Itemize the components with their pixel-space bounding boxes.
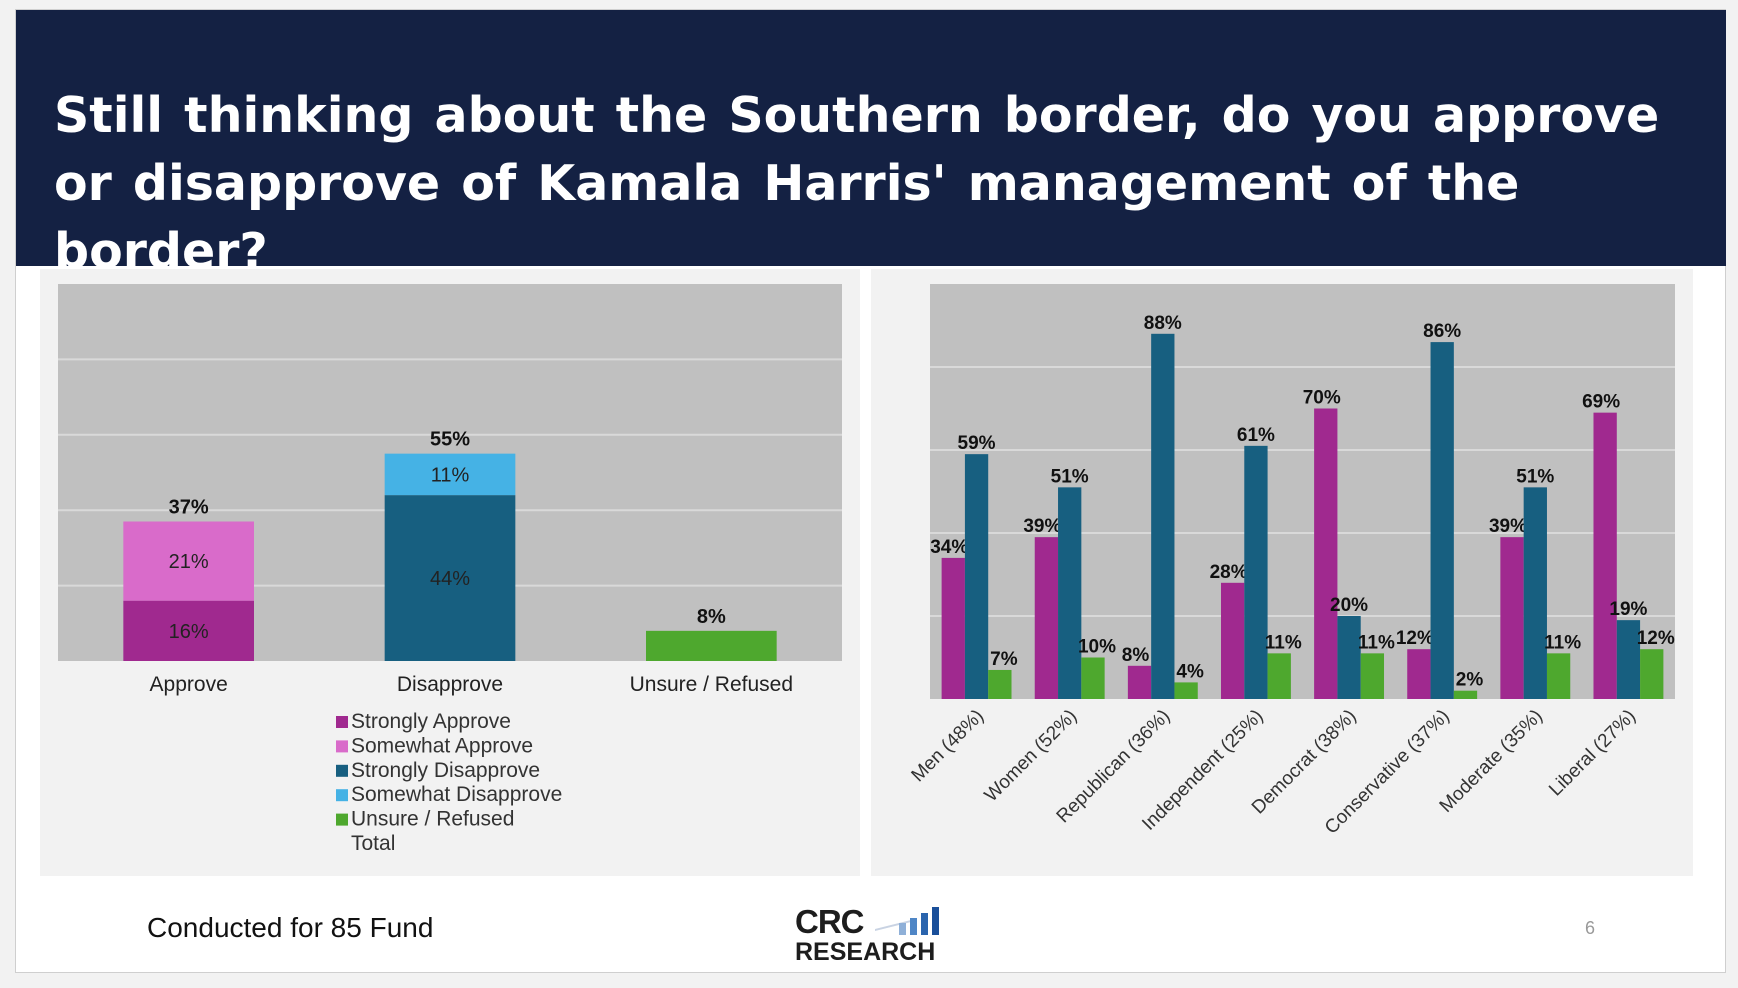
legend-label: Somewhat Approve <box>351 734 533 757</box>
value-label: 59% <box>958 433 996 454</box>
bar <box>988 669 1012 699</box>
value-label: 39% <box>1489 516 1527 537</box>
segment-label: 16% <box>169 621 209 643</box>
bar-segment <box>123 521 254 601</box>
bar <box>1058 487 1082 699</box>
segment-label: 11% <box>431 464 470 486</box>
value-label: 11% <box>1358 632 1395 653</box>
legend-label: Strongly Disapprove <box>351 759 540 782</box>
crc-research-logo: CRC RESEARCH <box>795 905 955 965</box>
legend-swatch <box>336 740 348 753</box>
bar <box>1640 649 1664 699</box>
value-label: 12% <box>1396 628 1434 649</box>
value-label: 20% <box>1330 595 1368 616</box>
total-label: 8% <box>697 606 726 628</box>
value-label: 70% <box>1303 388 1341 409</box>
category-label: Moderate (35%) <box>1436 706 1547 817</box>
bar-segment <box>123 600 254 661</box>
legend-swatch <box>336 716 348 728</box>
value-label: 19% <box>1609 599 1647 620</box>
category-label: Disapprove <box>397 673 503 696</box>
legend-swatch <box>336 813 348 826</box>
bar <box>1523 487 1547 699</box>
value-label: 10% <box>1078 637 1116 658</box>
bar-segment <box>646 630 777 661</box>
total-label: 55% <box>430 429 470 451</box>
value-label: 11% <box>1544 632 1581 653</box>
page-number: 6 <box>1585 918 1596 938</box>
bar <box>1267 653 1291 699</box>
bar <box>941 557 965 699</box>
value-label: 11% <box>1265 632 1302 653</box>
value-label: 34% <box>930 537 968 558</box>
bar <box>1174 682 1198 699</box>
legend-label: Strongly Approve <box>351 710 511 733</box>
bar <box>1127 665 1152 699</box>
legend-swatch <box>336 764 348 777</box>
bar <box>1220 582 1245 699</box>
category-label: Women (52%) <box>981 706 1081 806</box>
slide-title: Still thinking about the Southern border… <box>54 87 1660 280</box>
bar-segment <box>384 495 516 661</box>
value-label: 8% <box>1122 645 1150 666</box>
bar <box>1360 653 1385 699</box>
category-label: Liberal (27%) <box>1545 706 1640 801</box>
footer-credit: Conducted for 85 Fund <box>147 912 434 943</box>
bar-segment <box>384 453 516 496</box>
segment-label: 44% <box>430 568 470 590</box>
logo-text-research: RESEARCH <box>795 938 936 966</box>
value-label: 86% <box>1423 321 1461 342</box>
bar <box>1546 653 1571 699</box>
value-label: 39% <box>1023 516 1061 537</box>
bar <box>1616 620 1641 699</box>
bar <box>1151 333 1175 699</box>
bar <box>1314 408 1338 699</box>
legend-label: Unsure / Refused <box>351 808 514 831</box>
legend-label: Somewhat Disapprove <box>351 783 562 806</box>
value-label: 7% <box>990 649 1018 670</box>
value-label: 88% <box>1144 313 1182 334</box>
bar <box>1034 537 1059 699</box>
bar <box>964 454 989 699</box>
bar <box>1407 649 1431 699</box>
bar <box>1244 445 1268 699</box>
logo-bars-icon <box>875 907 939 935</box>
bar <box>1337 616 1361 699</box>
legend-swatch <box>336 789 348 802</box>
value-label: 51% <box>1051 466 1089 487</box>
logo-text-crc: CRC <box>795 903 864 940</box>
value-label: 28% <box>1210 562 1248 583</box>
value-label: 69% <box>1582 392 1620 413</box>
category-label: Approve <box>150 673 228 696</box>
bar <box>1593 412 1617 699</box>
total-label: 37% <box>169 497 209 519</box>
category-label: Men (48%) <box>908 706 989 787</box>
legend-label: Total <box>351 832 395 855</box>
bar <box>1081 657 1105 699</box>
bar <box>1453 690 1478 699</box>
value-label: 2% <box>1456 670 1484 691</box>
bar <box>1500 537 1524 699</box>
value-label: 12% <box>1637 628 1675 649</box>
bar <box>1430 342 1454 699</box>
category-label: Unsure / Refused <box>630 673 793 696</box>
title-banner: Still thinking about the Southern border… <box>16 10 1726 280</box>
value-label: 4% <box>1176 661 1204 682</box>
value-label: 61% <box>1237 425 1275 446</box>
value-label: 51% <box>1516 466 1554 487</box>
segment-label: 21% <box>169 551 209 573</box>
